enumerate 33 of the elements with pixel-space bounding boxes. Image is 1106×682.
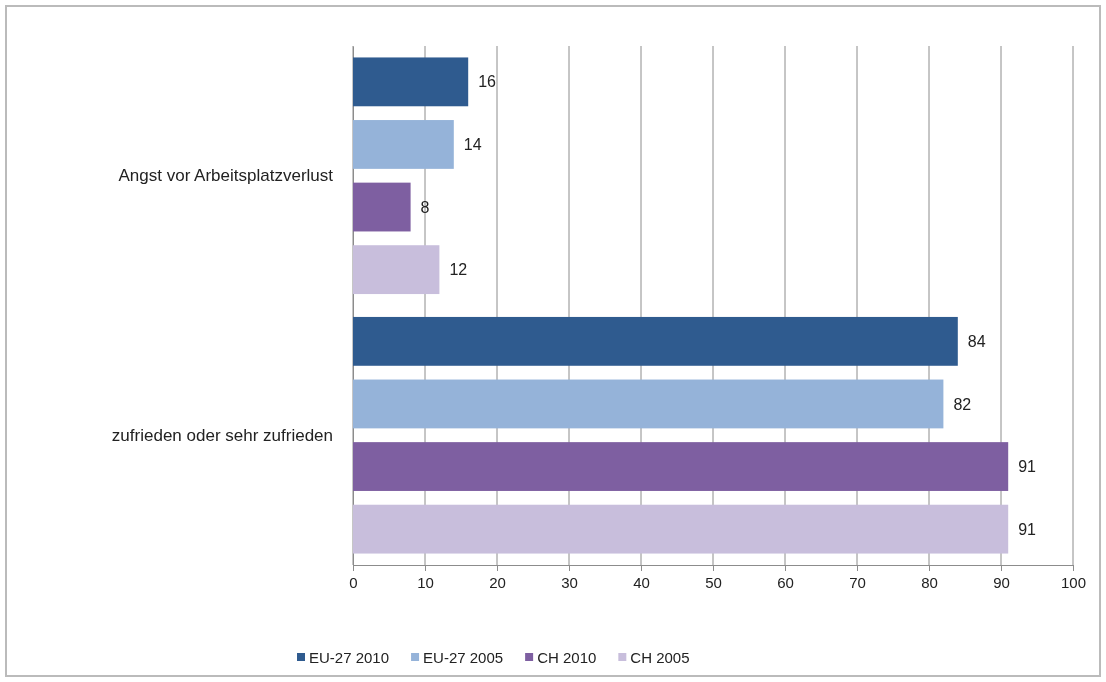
bar: [353, 316, 958, 366]
x-tick-label: 30: [561, 573, 578, 591]
data-label: 12: [449, 261, 468, 279]
x-tick-label: 70: [849, 573, 866, 591]
data-label: 14: [463, 136, 482, 154]
data-label: 84: [967, 332, 986, 350]
x-tick-label: 80: [921, 573, 938, 591]
data-label: 91: [1018, 458, 1037, 476]
bar: [353, 504, 1009, 554]
bar: [353, 245, 440, 295]
bar: [353, 182, 411, 232]
bar: [353, 442, 1009, 491]
data-label: 82: [953, 395, 972, 413]
bar: [353, 379, 944, 429]
x-tick-label: 0: [349, 573, 358, 591]
legend-label: CH 2010: [537, 649, 597, 667]
x-tick-label: 10: [417, 573, 434, 591]
x-tick-label: 60: [777, 573, 794, 591]
data-label: 8: [420, 198, 430, 216]
data-label: 91: [1018, 520, 1037, 538]
legend-label: EU-27 2005: [423, 649, 504, 667]
x-tick-label: 20: [489, 573, 506, 591]
bar: [353, 57, 469, 107]
bar: [353, 120, 454, 169]
legend-label: EU-27 2010: [309, 649, 390, 667]
x-tick-label: 100: [1060, 573, 1087, 591]
x-tick-label: 90: [993, 573, 1010, 591]
x-tick-label: 40: [633, 573, 650, 591]
y-tick-label: Angst vor Arbeitsplatzverlust: [118, 166, 334, 186]
data-label: 16: [478, 73, 497, 91]
y-tick-label: zufrieden oder sehr zufrieden: [111, 425, 333, 445]
legend-label: CH 2005: [630, 649, 690, 667]
x-tick-label: 50: [705, 573, 722, 591]
